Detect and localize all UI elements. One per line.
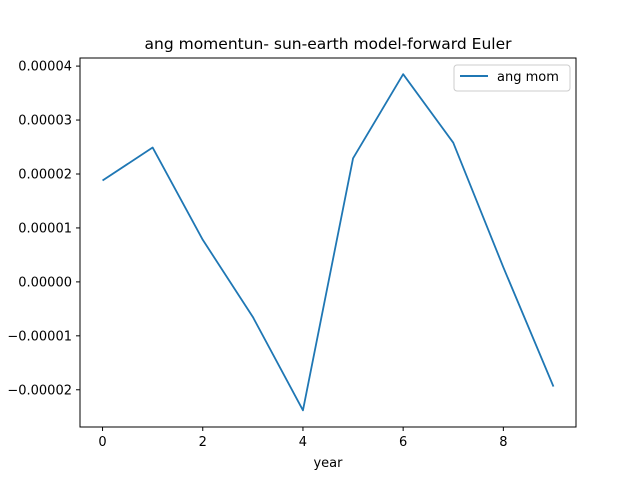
y-tick-label: −0.00002 — [7, 383, 72, 398]
x-axis-label: year — [313, 456, 343, 471]
plot-frame — [79, 57, 577, 428]
x-tick-label: 8 — [499, 435, 507, 450]
legend-box — [453, 64, 571, 92]
y-tick-label: 0.00000 — [18, 275, 72, 290]
y-tick-label: 0.00001 — [18, 221, 72, 236]
y-axis: −0.00002 −0.00001 0.00000 0.00001 0.00002 0.0… — [7, 60, 80, 398]
x-tick-label: 4 — [299, 435, 307, 450]
x-tick-label: 2 — [199, 435, 207, 450]
y-tick-label: 0.00002 — [18, 167, 72, 182]
y-tick-label: −0.00001 — [7, 329, 72, 344]
x-tick-label: 6 — [399, 435, 407, 450]
chart-title: ang momentun- sun-earth model-forward Eu… — [145, 35, 513, 53]
series-layer — [102, 73, 555, 412]
x-axis: 0 2 4 6 8 — [98, 427, 507, 450]
y-tick-label: 0.00004 — [18, 60, 72, 75]
x-tick-label: 0 — [98, 435, 106, 450]
series-line-ang-mom — [102, 73, 555, 412]
y-tick-label: 0.00003 — [18, 114, 72, 129]
legend: ang mom — [453, 64, 571, 92]
legend-label-ang-mom: ang mom — [497, 70, 559, 85]
